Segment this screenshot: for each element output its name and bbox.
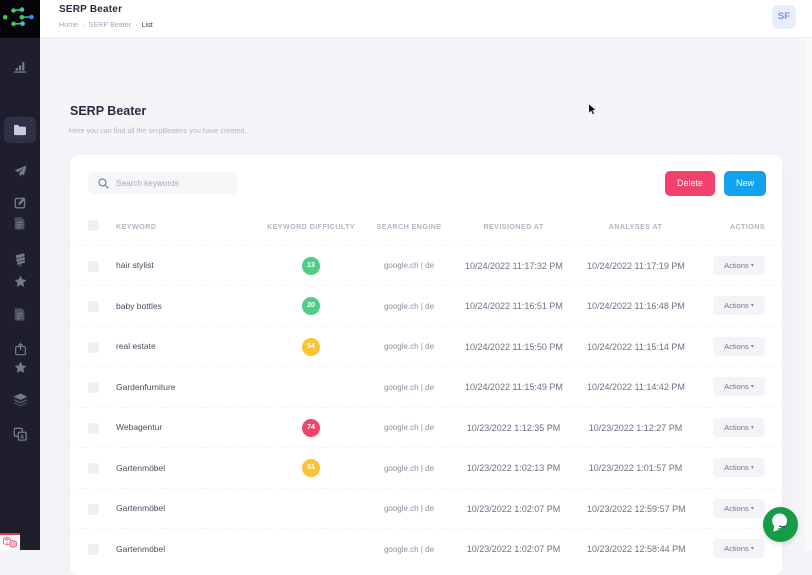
svg-text:A: A: [20, 435, 24, 441]
